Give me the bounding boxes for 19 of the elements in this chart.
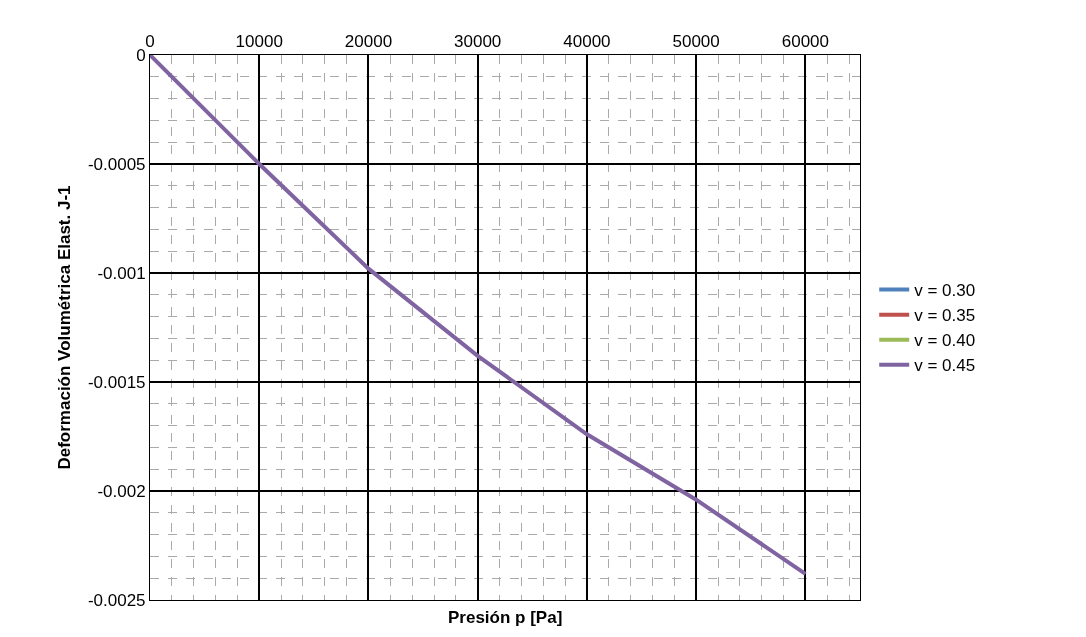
legend-label: v = 0.30 [914,281,976,301]
x-tick-label: 60000 [781,32,830,52]
x-axis-title: Presión p [Pa] [448,608,563,627]
y-tick-label: -0.0005 [87,154,146,174]
legend-label: v = 0.45 [914,356,976,376]
y-tick-label: -0.0025 [87,590,146,610]
x-tick-label: 10000 [235,32,283,52]
x-tick-label: 20000 [344,32,393,52]
line-series [150,55,808,576]
legend-label: v = 0.40 [914,331,976,351]
x-tick-label: 30000 [454,32,502,52]
y-tick-label: -0.002 [97,481,146,501]
y-tick-label: 0 [136,45,146,65]
y-axis-title: Deformación Volumétrica Elast. J-1 [55,185,75,470]
y-tick-label: -0.001 [97,263,146,283]
legend-label: v = 0.35 [914,306,976,326]
x-tick-label: 50000 [672,32,720,52]
y-tick-label: -0.0015 [87,372,146,392]
x-tick-label: 40000 [563,32,611,52]
